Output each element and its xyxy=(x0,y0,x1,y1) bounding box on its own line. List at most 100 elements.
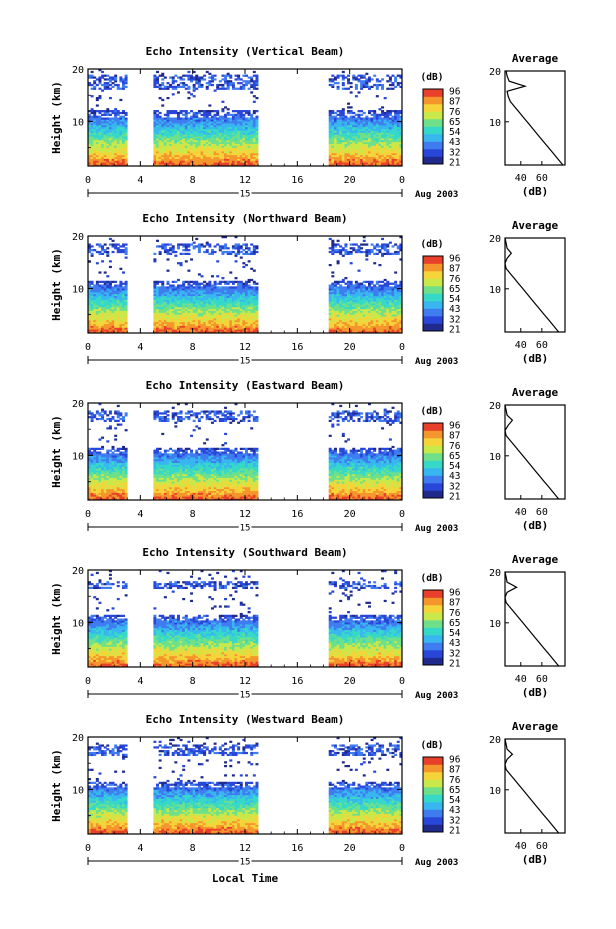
heatmap-cell xyxy=(111,82,115,85)
heatmap-cell xyxy=(182,299,186,302)
heatmap-cell xyxy=(166,141,170,144)
heatmap-cell xyxy=(339,143,343,146)
heatmap-cell xyxy=(255,110,259,113)
heatmap-cell xyxy=(119,325,123,328)
heatmap-cell xyxy=(98,319,102,323)
heatmap-cell xyxy=(182,149,186,152)
heatmap-cell xyxy=(242,115,246,118)
heatmap-cell xyxy=(239,245,243,248)
heatmap-cell xyxy=(349,151,353,154)
heatmap-cell xyxy=(119,145,123,148)
heatmap-cell xyxy=(88,303,91,306)
heatmap-cell xyxy=(106,78,110,81)
heatmap-cell xyxy=(200,139,204,143)
heatmap-cell xyxy=(255,78,259,81)
heatmap-cell xyxy=(203,115,207,118)
heatmap-cell xyxy=(187,252,191,256)
heatmap-cell xyxy=(247,156,251,159)
heatmap-cell xyxy=(161,284,165,287)
heatmap-cell xyxy=(119,299,123,302)
heatmap-cell xyxy=(360,284,364,287)
heatmap-cell xyxy=(171,299,175,302)
heatmap-cell xyxy=(195,136,199,139)
heatmap-cell xyxy=(153,117,157,120)
heatmap-cell xyxy=(182,319,186,323)
heatmap-cell xyxy=(163,123,167,126)
heatmap-cell xyxy=(111,134,115,137)
heatmap-cell xyxy=(344,152,348,156)
heatmap-cell xyxy=(179,152,183,156)
heatmap-cell xyxy=(106,164,110,167)
heatmap-cell xyxy=(213,293,217,297)
heatmap-cell xyxy=(171,286,175,289)
heatmap-cell xyxy=(156,121,159,124)
heatmap-cell xyxy=(101,83,105,87)
heatmap-cell xyxy=(192,128,196,131)
heatmap-cell xyxy=(221,128,225,131)
heatmap-cell xyxy=(331,299,335,302)
heatmap-cell xyxy=(190,308,194,311)
heatmap-cell xyxy=(247,321,251,325)
heatmap-cell xyxy=(210,305,214,308)
heatmap-cell xyxy=(169,303,173,306)
heatmap-cell xyxy=(226,83,230,87)
heatmap-cell xyxy=(116,111,120,115)
heatmap-cell xyxy=(210,293,214,297)
heatmap-cell xyxy=(116,124,120,128)
heatmap-cell xyxy=(195,327,199,330)
heatmap-cell xyxy=(187,301,191,304)
heatmap-cell xyxy=(367,145,371,148)
heatmap-cell xyxy=(331,319,335,323)
heatmap-cell xyxy=(255,290,259,293)
heatmap-cell xyxy=(365,126,369,130)
heatmap-cell xyxy=(229,331,233,334)
y-tick-label: 10 xyxy=(72,117,84,128)
heatmap-cell xyxy=(171,154,175,158)
heatmap-cell xyxy=(247,121,251,124)
heatmap-cell xyxy=(98,286,102,289)
heatmap-cell xyxy=(195,160,199,163)
heatmap-cell xyxy=(252,143,256,146)
average-frame xyxy=(504,70,566,166)
heatmap-cell xyxy=(158,308,162,311)
heatmap-cell xyxy=(221,303,225,306)
heatmap-cell xyxy=(158,327,162,330)
heatmap-cell xyxy=(124,138,128,141)
heatmap-cell xyxy=(90,297,94,300)
heatmap-cell xyxy=(124,250,128,254)
heatmap-cell xyxy=(122,291,125,295)
heatmap-cell xyxy=(231,132,235,135)
heatmap-cell xyxy=(111,310,115,313)
heatmap-cell xyxy=(182,162,186,165)
heatmap-cell xyxy=(226,291,230,295)
heatmap-cell xyxy=(252,126,256,130)
heatmap-cell xyxy=(237,323,241,326)
heatmap-cell xyxy=(179,286,183,289)
heatmap-cell xyxy=(190,290,194,293)
heatmap-cell xyxy=(179,143,183,146)
heatmap-cell xyxy=(252,145,256,148)
heatmap-cell xyxy=(106,329,110,332)
heatmap-cell xyxy=(224,119,228,122)
heatmap-cell xyxy=(213,314,217,317)
heatmap-cell xyxy=(331,247,335,250)
heatmap-cell xyxy=(161,83,165,87)
heatmap-cell xyxy=(158,245,162,248)
heatmap-cell xyxy=(237,134,241,137)
heatmap-cell xyxy=(106,312,110,315)
heatmap-cell xyxy=(370,143,374,146)
heatmap-cell xyxy=(108,128,112,131)
heatmap-cell xyxy=(179,291,183,295)
heatmap-cell xyxy=(95,319,99,323)
heatmap-cell xyxy=(174,134,178,137)
heatmap-cell xyxy=(239,138,243,141)
heatmap-cell xyxy=(399,154,403,158)
heatmap-cell xyxy=(114,124,118,128)
heatmap-cell xyxy=(247,291,251,295)
heatmap-cell xyxy=(336,132,340,135)
heatmap-cell xyxy=(184,247,188,250)
heatmap-cell xyxy=(394,139,398,143)
heatmap-cell xyxy=(184,111,188,115)
heatmap-cell xyxy=(210,145,214,148)
heatmap-cell xyxy=(156,70,159,74)
